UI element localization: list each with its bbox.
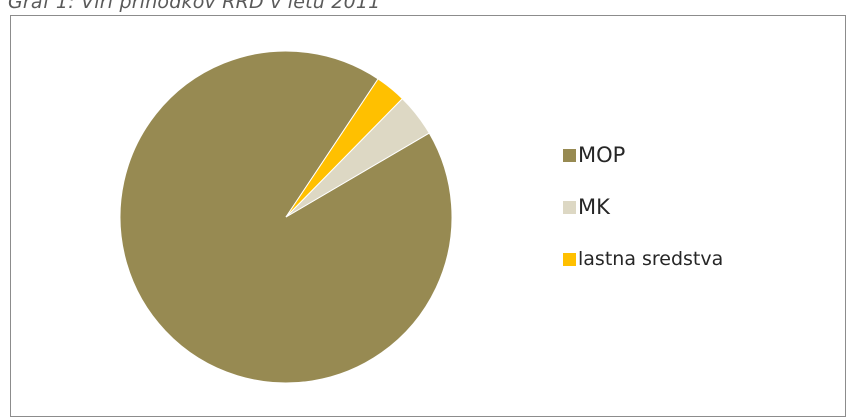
legend-label-mop: MOP	[578, 143, 626, 167]
legend-label-lastna-sredstva: lastna sredstva	[578, 248, 724, 270]
pie-slices	[119, 50, 453, 384]
legend-label-mk: MK	[578, 195, 610, 219]
legend-item-mk: MK	[563, 193, 723, 221]
chart-caption: Graf 1: Viri prihodkov RRD v letu 2011	[8, 0, 381, 13]
pie-slice-lastna-sredstva	[285, 78, 404, 218]
legend-swatch-mop	[563, 148, 576, 162]
legend-swatch-mk	[563, 200, 576, 214]
legend-swatch-lastna-sredstva	[563, 252, 576, 266]
chart-legend: MOP MK lastna sredstva	[563, 141, 723, 297]
legend-item-lastna-sredstva: lastna sredstva	[563, 245, 723, 273]
legend-item-mop: MOP	[563, 141, 723, 169]
